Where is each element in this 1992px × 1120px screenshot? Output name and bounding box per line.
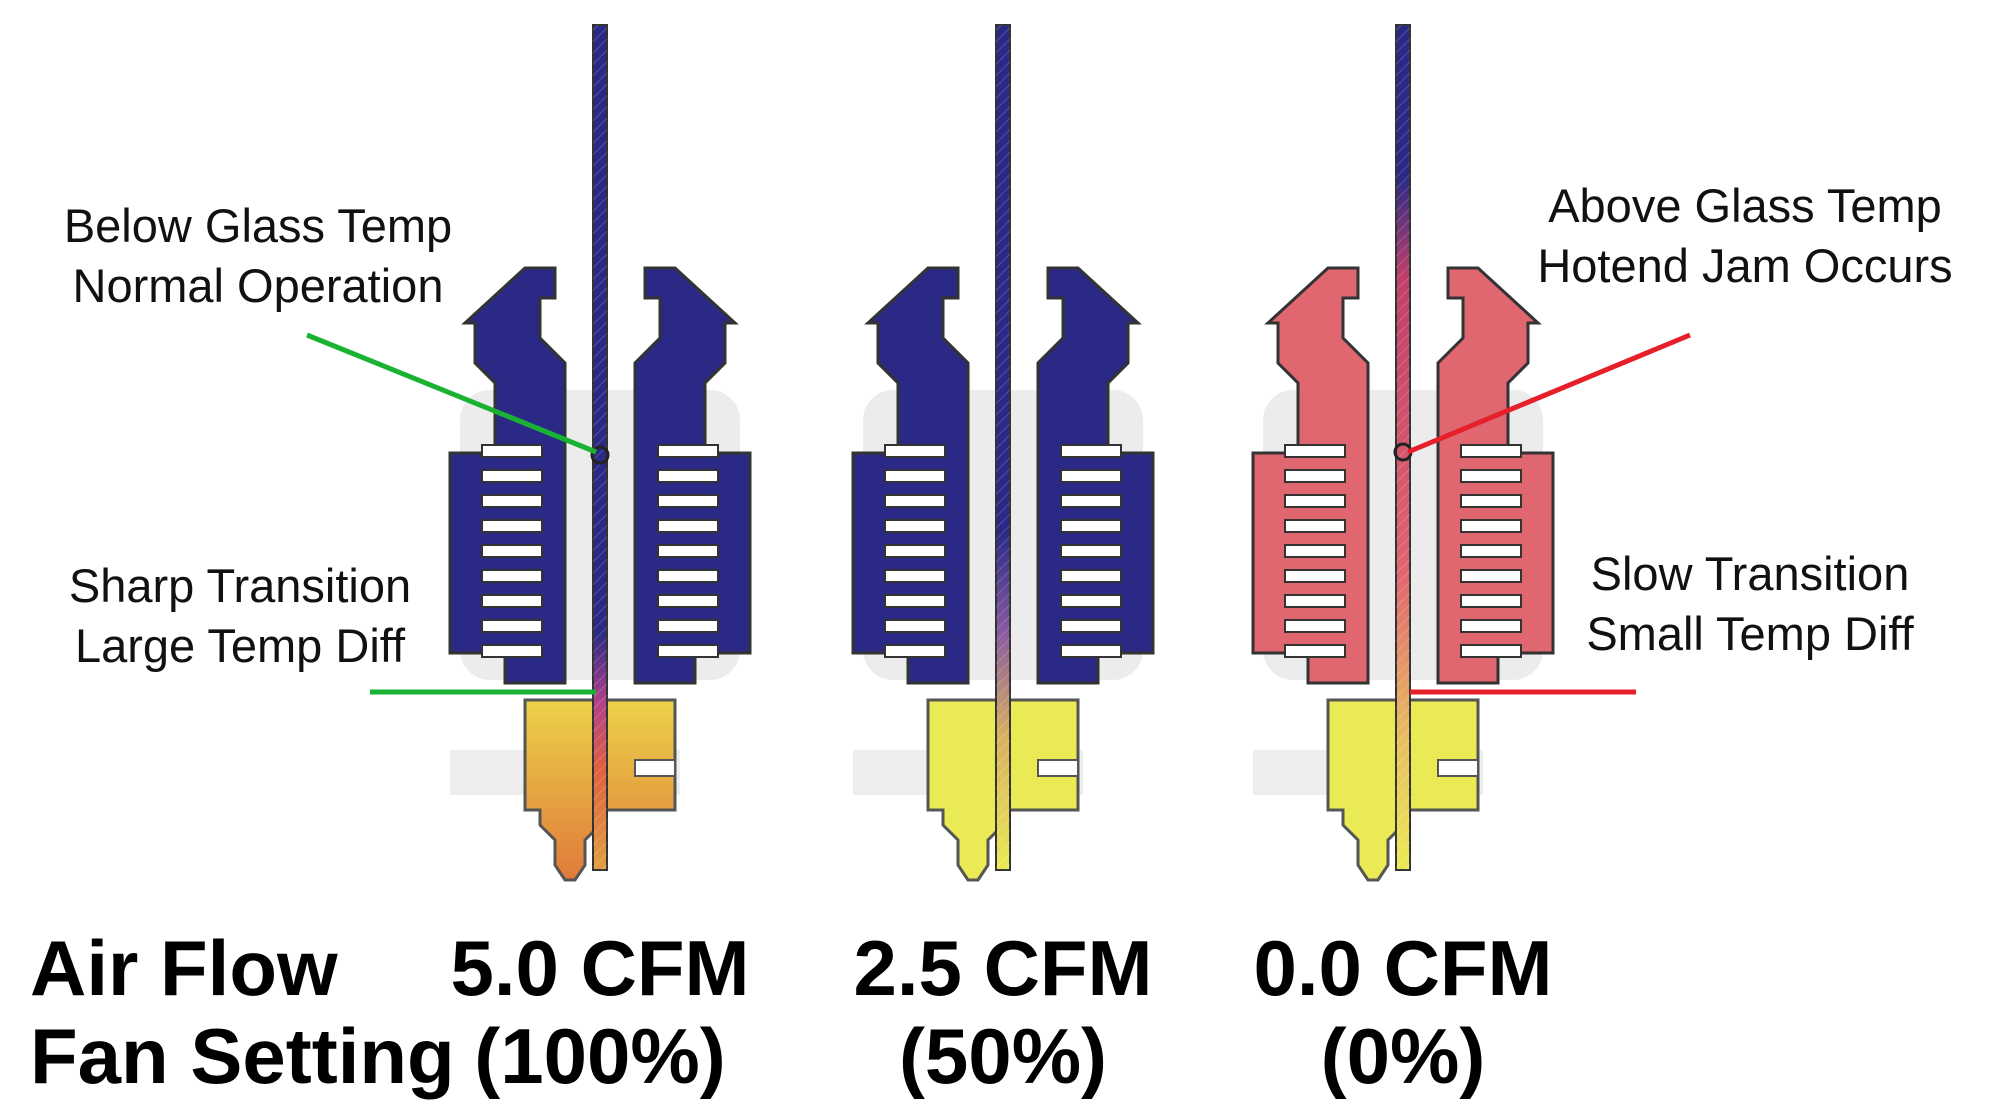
above-glass-label-line2: Hotend Jam Occurs (1537, 239, 1952, 292)
heatsink (851, 266, 1155, 685)
below-glass-leader (306, 332, 597, 455)
sharp-transition-label-line1: Sharp Transition (69, 559, 411, 612)
slow-transition-label-line2: Small Temp Diff (1586, 607, 1914, 660)
above-glass-leader (1407, 332, 1691, 455)
fan-percent: (50%) (899, 1012, 1107, 1100)
hotend-50-percent (851, 24, 1155, 882)
below-glass-label-line1: Below Glass Temp (64, 199, 452, 252)
glass-temp-marker (590, 445, 610, 465)
below-glass-label-line2: Normal Operation (73, 259, 444, 312)
fan-percent: (0%) (1321, 1012, 1486, 1100)
heatsink (448, 266, 752, 685)
air-flow-row-label: Air Flow (30, 924, 338, 1012)
fan-setting-row-label: Fan Setting (30, 1012, 455, 1100)
sharp-transition-label-line2: Large Temp Diff (75, 619, 406, 672)
above-glass-label-line1: Above Glass Temp (1548, 179, 1942, 232)
cfm-value: 5.0 CFM (450, 924, 749, 1012)
hotend-100-percent (448, 24, 752, 882)
fan-percent: (100%) (474, 1012, 725, 1100)
heatsink (1251, 266, 1555, 685)
slow-transition-label-line1: Slow Transition (1591, 547, 1910, 600)
cfm-value: 2.5 CFM (853, 924, 1152, 1012)
hotend-0-percent (1251, 24, 1555, 882)
cfm-value: 0.0 CFM (1253, 924, 1552, 1012)
